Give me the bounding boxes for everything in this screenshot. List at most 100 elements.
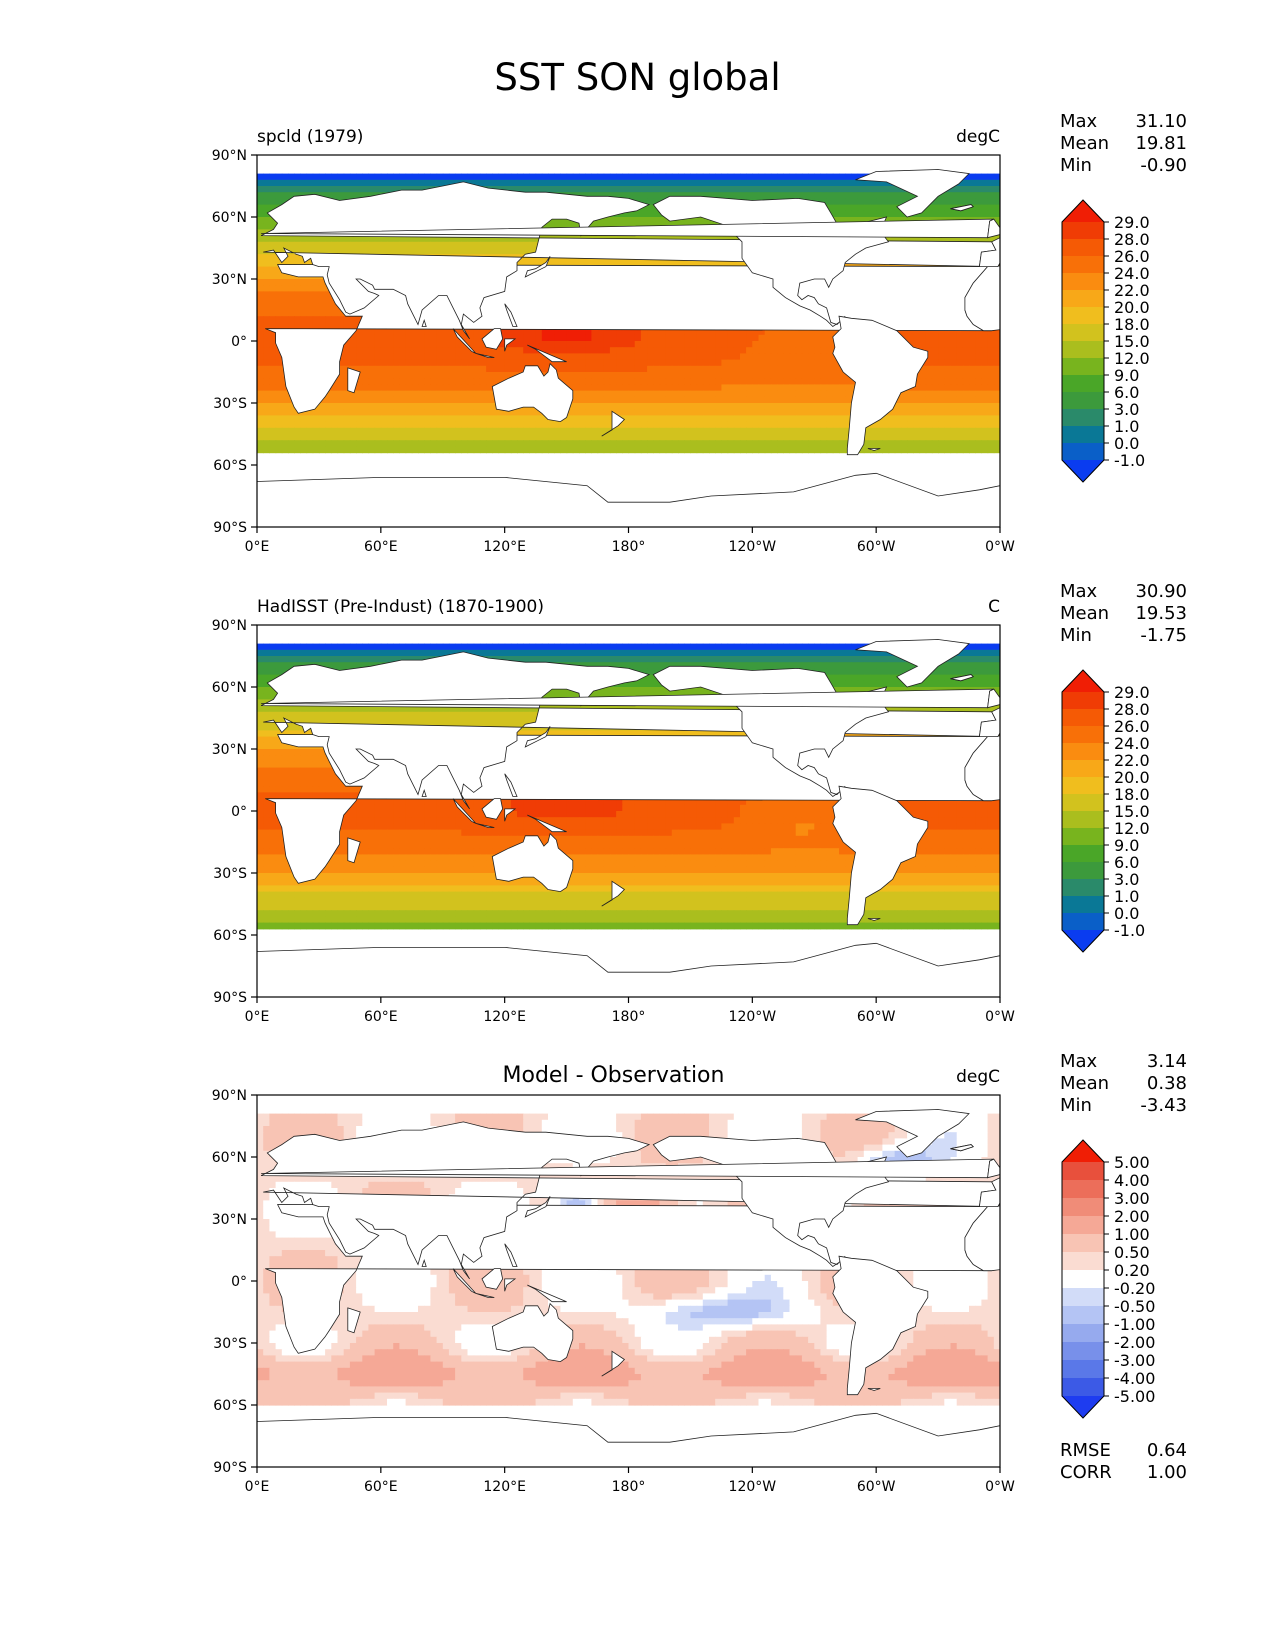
difference-land-1: [260, 1121, 998, 1280]
map-panel-hadisst: 90°N 60°N 30°N 0° 30°S 60°S 90°S 0°E 60°E 120°E 18…: [212, 581, 1187, 1025]
difference-colorbar-bin: [1062, 1378, 1104, 1397]
difference-lat-tick: 60°S: [213, 1398, 247, 1414]
difference-colorbar-bin: [1062, 1180, 1104, 1199]
difference-colorbar-label: -3.00: [1114, 1351, 1155, 1370]
hadisst-colorbar-label: 20.0: [1114, 768, 1150, 787]
spcld-colorbar-label: 1.0: [1114, 417, 1139, 436]
difference-lon-tick: 0°E: [245, 1479, 270, 1495]
hadisst-land-14: [347, 837, 361, 864]
hadisst-lat-tick: 30°N: [212, 742, 247, 758]
difference-colorbar-bin: [1062, 1234, 1104, 1253]
hadisst-colorbar-label: 22.0: [1114, 751, 1150, 770]
hadisst-land-4: [491, 832, 574, 893]
spcld-stat-min-value: -0.90: [1140, 155, 1187, 176]
hadisst-land-9: [504, 808, 517, 822]
spcld-colorbar-label: 28.0: [1114, 230, 1150, 249]
hadisst-land-3: [832, 785, 929, 926]
spcld-land-wrap-15: [987, 218, 1000, 239]
hadisst-colorbar-bin: [1062, 913, 1104, 931]
spcld-lon-tick: 180°: [612, 539, 646, 555]
difference-land-wrap-16: [950, 1144, 974, 1152]
difference-colorbar-min-extend: [1062, 1396, 1104, 1418]
hadisst-colorbar-label: 3.0: [1114, 870, 1139, 889]
spcld-lat-tick: 60°S: [213, 458, 247, 474]
hadisst-stat-min-value: -1.75: [1140, 625, 1187, 646]
difference-lat-tick: 90°S: [213, 1460, 247, 1476]
map-panel-difference: 90°N 60°N 30°N 0° 30°S 60°S 90°S 0°E 60°E 120°E 18…: [212, 1051, 1187, 1495]
difference-stat-mean-value: 0.38: [1147, 1073, 1187, 1094]
hadisst-colorbar-label: 29.0: [1114, 683, 1150, 702]
spcld-lon-tick: 60°E: [364, 539, 398, 555]
difference-lat-tick: 60°N: [212, 1150, 247, 1166]
difference-land-wrap-1: [978, 1177, 1000, 1207]
spcld-land-1: [260, 181, 998, 340]
hadisst-left-title: HadISST (Pre-Indust) (1870-1900): [257, 597, 544, 617]
hadisst-land-wrap-1: [978, 707, 1000, 737]
difference-colorbar-max-extend: [1062, 1140, 1104, 1162]
difference-lon-tick: 60°W: [857, 1479, 896, 1495]
difference-lon-tick: 0°W: [985, 1479, 1015, 1495]
hadisst-colorbar-label: 6.0: [1114, 853, 1139, 872]
spcld-land-wrap-16: [950, 204, 974, 212]
difference-land-wrap-15: [987, 1158, 1000, 1179]
hadisst-lon-tick: 120°W: [729, 1009, 777, 1025]
hadisst-lon-tick: 0°W: [985, 1009, 1015, 1025]
hadisst-land-11: [475, 823, 495, 828]
difference-land-12: [524, 1196, 551, 1218]
difference-colorbar-bin: [1062, 1306, 1104, 1325]
spcld-colorbar-bin: [1062, 324, 1104, 342]
hadisst-lon-tick: 180°: [612, 1009, 646, 1025]
hadisst-lon-tick: 120°E: [483, 1009, 526, 1025]
difference-lon-tick: 60°E: [364, 1479, 398, 1495]
difference-land-17: [601, 1350, 626, 1377]
hadisst-field: [257, 625, 1000, 997]
hadisst-lon-tick: 60°W: [857, 1009, 896, 1025]
spcld-land-7: [452, 328, 477, 354]
difference-land-7: [452, 1268, 477, 1294]
difference-colorbar-bin: [1062, 1360, 1104, 1379]
hadisst-colorbar-label: 1.0: [1114, 887, 1139, 906]
difference-colorbar-bin: [1062, 1162, 1104, 1181]
difference-colorbar-label: -0.50: [1114, 1297, 1155, 1316]
hadisst-units: C: [988, 597, 1000, 617]
hadisst-colorbar-min-extend: [1062, 930, 1104, 952]
difference-colorbar-label: 2.00: [1114, 1207, 1150, 1226]
hadisst-colorbar-bin: [1062, 760, 1104, 778]
hadisst-colorbar-bin: [1062, 794, 1104, 812]
hadisst-colorbar-bin: [1062, 692, 1104, 710]
spcld-colorbar-bin: [1062, 222, 1104, 240]
difference-colorbar-label: -0.20: [1114, 1279, 1155, 1298]
hadisst-colorbar-label: 12.0: [1114, 819, 1150, 838]
difference-colorbar-label: -1.00: [1114, 1315, 1155, 1334]
rmse-label: RMSE: [1060, 1440, 1111, 1461]
hadisst-stat-min-label: Min: [1060, 625, 1092, 646]
spcld-colorbar-label: 9.0: [1114, 366, 1139, 385]
hadisst-land-13: [504, 773, 518, 797]
hadisst-land-wrap-16: [950, 674, 974, 682]
hadisst-colorbar-label: 9.0: [1114, 836, 1139, 855]
spcld-colorbar: 29.028.026.024.022.020.018.015.012.09.06…: [1061, 199, 1150, 483]
difference-colorbar-label: 0.50: [1114, 1243, 1150, 1262]
spcld-colorbar-bin: [1062, 392, 1104, 410]
spcld-left-title: spcld (1979): [257, 127, 363, 147]
difference-colorbar-label: 3.00: [1114, 1189, 1150, 1208]
difference-land-13: [504, 1243, 518, 1267]
difference-field: [257, 1095, 1000, 1467]
difference-colorbar-bin: [1062, 1252, 1104, 1271]
spcld-lat-tick: 30°N: [212, 272, 247, 288]
spcld-colorbar-label: 6.0: [1114, 383, 1139, 402]
hadisst-land-6: [257, 942, 1000, 997]
difference-colorbar-label: 4.00: [1114, 1171, 1150, 1190]
spcld-colorbar-bin: [1062, 239, 1104, 257]
map-panel-spcld: 90°N 60°N 30°N 0° 30°S 60°S 90°S 0°E 60°E 120°E 18…: [212, 111, 1187, 555]
hadisst-stat-max-label: Max: [1060, 581, 1098, 602]
spcld-stat-max-label: Max: [1060, 111, 1098, 132]
difference-land-10: [527, 1284, 567, 1303]
spcld-land-10: [527, 344, 567, 363]
difference-lat-tick: 90°N: [212, 1088, 247, 1104]
hadisst-land-7: [452, 798, 477, 824]
difference-lat-tick: 0°: [231, 1274, 247, 1290]
hadisst-land-10: [527, 814, 567, 833]
hadisst-lat-tick: 60°S: [213, 928, 247, 944]
